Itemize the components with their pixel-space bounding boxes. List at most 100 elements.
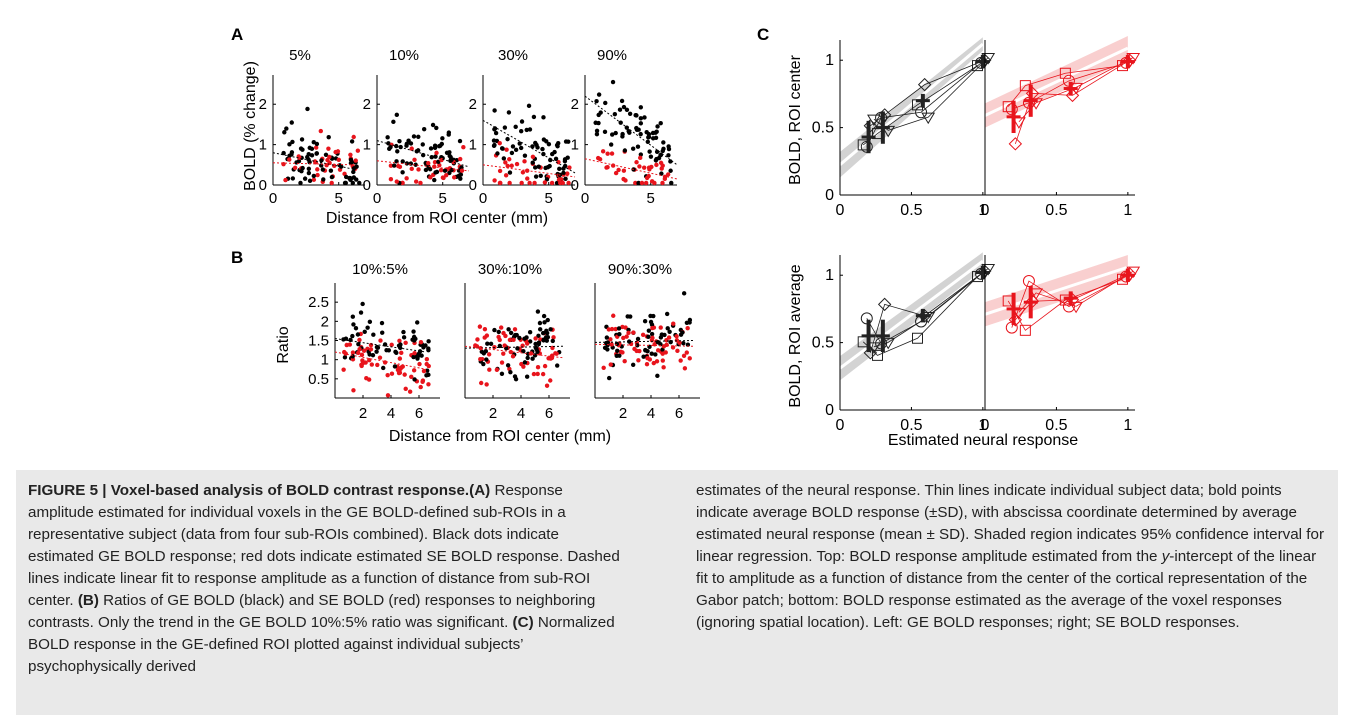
se-voxel-dot [503,173,509,178]
ge-ratio-dot [419,353,424,358]
ge-voxel-dot [448,158,453,163]
ge-voxel-dot [540,146,545,152]
ge-voxel-dot [440,136,445,141]
ge-voxel-dot [311,173,316,179]
ge-ratio-dot [492,327,497,333]
ge-ratio-dot [412,377,417,382]
ge-ratio-dot [396,343,402,348]
se-ratio-dot [417,361,422,367]
ge-voxel-dot [404,161,410,166]
ge-voxel-dot [655,124,660,129]
ge-ratio-dot [513,376,519,382]
ge-ratio-dot [646,334,651,339]
se-voxel-dot [315,167,320,172]
ge-voxel-dot [456,173,462,178]
ge-ratio-dot [496,329,501,335]
se-voxel-dot [504,147,509,152]
panel-a-ytick-label: 1 [469,137,477,154]
se-ratio-dot [487,367,492,372]
ge-voxel-dot [421,126,427,132]
ge-voxel-dot [609,132,615,137]
subject-line [1011,276,1127,328]
panel-a-xtick-label: 0 [269,190,277,207]
ge-voxel-dot [423,167,429,173]
ge-voxel-dot [533,174,539,179]
se-ratio-dot [631,330,636,335]
se-voxel-dot [639,180,645,186]
ge-voxel-dot [621,104,627,110]
ge-voxel-dot [638,116,644,121]
se-ratio-dot [397,338,402,344]
ge-voxel-dot [305,106,310,112]
ge-voxel-dot [394,112,400,118]
se-ratio-dot [528,351,534,356]
ge-voxel-dot [457,138,463,144]
se-ratio-dot [369,362,375,367]
ge-voxel-dot [633,113,638,118]
ge-voxel-dot [290,176,296,181]
se-ratio-dot [341,367,346,372]
subject-triangle-marker [1069,301,1083,314]
ge-ratio-dot [664,311,670,317]
ge-ratio-dot [555,363,560,368]
caption-ref-a: (A) [469,482,491,499]
se-ratio-dot [546,356,551,361]
panel-b-ytick-label: 2 [321,313,329,330]
ge-ratio-dot [653,352,658,357]
se-ratio-dot [655,348,661,353]
ge-ratio-dot [411,334,417,340]
ge-voxel-dot [434,125,439,131]
panel-c-ytick-label: 0 [825,402,834,419]
ge-voxel-dot [644,130,649,135]
se-fit-line [272,162,352,166]
se-voxel-dot [432,159,438,165]
ge-ratio-dot [541,313,547,319]
ge-voxel-dot [499,146,505,151]
ge-ratio-dot [421,345,426,350]
se-voxel-dot [351,134,356,140]
se-voxel-dot [459,168,465,173]
ge-voxel-dot [299,137,305,142]
ge-ratio-dot [499,371,505,376]
ge-voxel-dot [400,170,405,175]
ge-voxel-dot [320,167,326,172]
panel-letter-a: A [231,25,243,44]
ge-voxel-dot [438,143,443,148]
se-voxel-dot [400,180,405,186]
ge-ratio-dot [545,317,550,323]
ge-ratio-dot [401,335,407,340]
subject-line [1011,62,1127,110]
se-voxel-dot [654,162,659,168]
se-ratio-dot [511,337,516,343]
ge-ratio-dot [646,328,652,333]
panel-a-ytick-label: 2 [363,96,371,113]
ge-voxel-dot [357,180,362,186]
panel-a-xtick-label: 5 [545,190,553,207]
ge-ratio-dot [527,329,533,335]
panel-c-xtick-label: 0 [836,417,845,434]
ge-voxel-dot [444,150,450,155]
ge-ratio-dot [375,345,381,350]
ge-voxel-dot [290,139,295,145]
caption-right-italic: y [1161,548,1170,565]
ge-ratio-dot [548,327,553,332]
se-ratio-dot [375,362,380,368]
ge-voxel-dot [627,111,633,116]
ge-ratio-dot [374,349,379,354]
se-voxel-dot [329,180,334,186]
se-ratio-dot [482,335,487,340]
ge-voxel-dot [524,127,529,133]
se-voxel-dot [646,173,651,179]
se-ratio-dot [385,393,391,398]
ge-ratio-dot [365,325,370,330]
ge-regression-line [839,259,984,370]
se-voxel-dot [556,177,562,182]
se-ratio-dot [385,372,390,378]
se-ratio-dot [687,356,692,361]
se-ratio-dot [640,332,646,337]
se-voxel-dot [605,151,610,156]
ge-voxel-dot [392,163,397,168]
ge-voxel-dot [342,180,348,186]
caption-right-text-1: estimates of the neural response. Thin l… [696,482,1324,565]
